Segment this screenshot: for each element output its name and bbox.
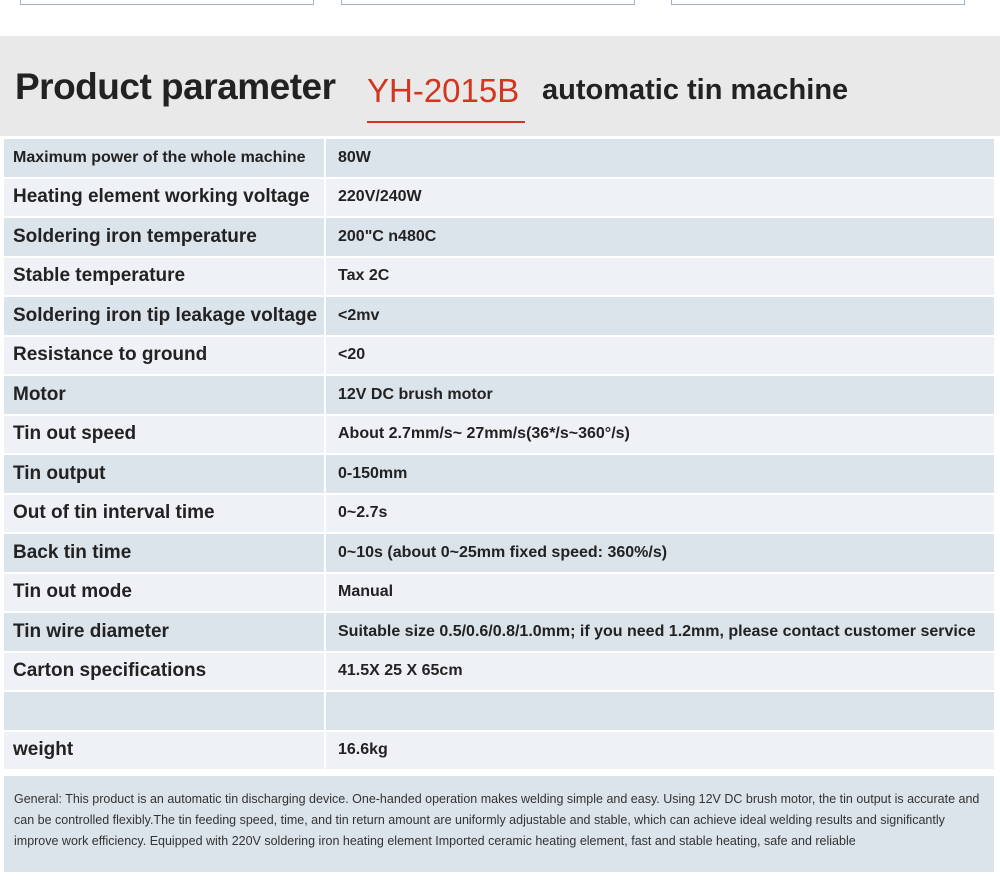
parameter-label: Soldering iron temperature: [4, 218, 326, 256]
parameter-label: Carton specifications: [4, 652, 326, 690]
product-description: General: This product is an automatic ti…: [4, 776, 994, 872]
parameter-value: 0~2.7s: [338, 504, 388, 522]
parameter-table: Maximum power of the whole machine 80W Hea…: [4, 139, 994, 771]
parameter-value: 0-150mm: [338, 464, 408, 482]
parameter-label: Stable temperature: [4, 257, 326, 295]
top-panel-3: [671, 0, 965, 5]
parameter-label: Tin wire diameter: [4, 613, 326, 651]
parameter-value: 16.6kg: [338, 741, 388, 759]
model-underline: [367, 121, 525, 123]
parameter-label: Back tin time: [4, 534, 326, 572]
parameter-label: Tin output: [4, 455, 326, 493]
table-row: Tin out mode Manual: [4, 573, 994, 613]
top-panel-2: [341, 0, 635, 5]
parameter-value: 200"C n480C: [338, 227, 437, 245]
table-row: weight 16.6kg: [4, 731, 994, 771]
model-number: YH-2015B: [367, 72, 520, 109]
parameter-label: Motor: [4, 376, 326, 414]
page-title: Product parameter: [15, 66, 336, 107]
table-row: Tin out speed About 2.7mm/s~ 27mm/s(36*/s…: [4, 415, 994, 455]
parameter-label: Resistance to ground: [4, 336, 326, 374]
table-row: [4, 692, 994, 732]
parameter-value: 41.5X 25 X 65cm: [338, 662, 463, 680]
parameter-value: <2mv: [338, 306, 380, 324]
parameter-value: <20: [338, 346, 366, 364]
parameter-value: 12V DC brush motor: [338, 385, 493, 403]
parameter-value: About 2.7mm/s~ 27mm/s(36*/s~360°/s): [338, 425, 630, 443]
table-row: Stable temperature Tax 2C: [4, 257, 994, 297]
table-row: Back tin time 0~10s (about 0~25mm fixed s…: [4, 534, 994, 574]
table-row: Tin output 0-150mm: [4, 455, 994, 495]
header-banner: [0, 36, 1000, 136]
parameter-value: [326, 692, 994, 730]
parameter-label: weight: [4, 731, 326, 769]
parameter-label: [4, 692, 326, 730]
table-row: Out of tin interval time 0~2.7s: [4, 494, 994, 534]
table-row: Carton specifications 41.5X 25 X 65cm: [4, 652, 994, 692]
parameter-label: Maximum power of the whole machine: [4, 139, 326, 177]
table-row: Resistance to ground <20: [4, 336, 994, 376]
table-row: Heating element working voltage 220V/240W: [4, 178, 994, 218]
parameter-label: Heating element working voltage: [4, 178, 326, 216]
table-row: Maximum power of the whole machine 80W: [4, 139, 994, 179]
parameter-value: Tax 2C: [338, 267, 390, 285]
parameter-label: Tin out speed: [4, 415, 326, 453]
page-subtitle: automatic tin machine: [542, 74, 849, 106]
parameter-value: Suitable size 0.5/0.6/0.8/1.0mm; if you …: [338, 622, 976, 640]
parameter-label: Tin out mode: [4, 573, 326, 611]
table-row: Soldering iron temperature 200"C n480C: [4, 218, 994, 258]
parameter-value: 80W: [338, 148, 371, 166]
top-panel-1: [20, 0, 314, 5]
parameter-value: Manual: [338, 583, 394, 601]
parameter-label: Out of tin interval time: [4, 494, 326, 532]
parameter-value: 220V/240W: [338, 188, 422, 206]
table-row: Motor 12V DC brush motor: [4, 376, 994, 416]
parameter-label: Soldering iron tip leakage voltage: [4, 297, 326, 335]
parameter-value: 0~10s (about 0~25mm fixed speed: 360%/s): [338, 543, 668, 561]
table-row: Soldering iron tip leakage voltage <2mv: [4, 297, 994, 337]
table-row: Tin wire diameter Suitable size 0.5/0.6/0…: [4, 613, 994, 653]
